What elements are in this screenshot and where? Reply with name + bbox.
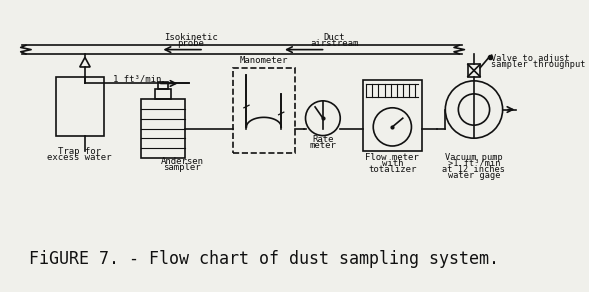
Bar: [158, 82, 168, 89]
Bar: [233, 68, 295, 153]
Text: >1 ft³/min: >1 ft³/min: [448, 159, 500, 168]
Bar: [57, 77, 104, 135]
Text: Trap for: Trap for: [58, 147, 101, 156]
Text: excess water: excess water: [48, 153, 112, 162]
Bar: [141, 99, 185, 158]
Text: Valve to adjust: Valve to adjust: [491, 54, 570, 63]
Text: Isokinetic: Isokinetic: [164, 33, 218, 42]
Text: meter: meter: [309, 142, 336, 150]
Text: Flow meter: Flow meter: [365, 153, 419, 162]
Text: water gage: water gage: [448, 171, 500, 180]
Text: Rate: Rate: [312, 135, 333, 145]
Text: at 12 inches: at 12 inches: [442, 165, 505, 174]
Text: airstream: airstream: [310, 39, 358, 48]
Text: Duct: Duct: [323, 33, 345, 42]
Bar: [155, 89, 171, 99]
Text: Andersen: Andersen: [161, 157, 204, 166]
Bar: [363, 80, 422, 151]
Text: 1 ft³/min: 1 ft³/min: [113, 75, 161, 84]
Text: FiGURE 7. - Flow chart of dust sampling system.: FiGURE 7. - Flow chart of dust sampling …: [29, 250, 499, 268]
Text: sampler throughput: sampler throughput: [491, 60, 586, 69]
Text: sampler: sampler: [163, 163, 201, 172]
Text: probe: probe: [177, 39, 204, 48]
Bar: [468, 64, 480, 77]
Text: Manometer: Manometer: [240, 55, 288, 65]
Text: with: with: [382, 159, 403, 168]
Text: totalizer: totalizer: [368, 165, 416, 174]
Text: Vacuum pump: Vacuum pump: [445, 153, 503, 162]
